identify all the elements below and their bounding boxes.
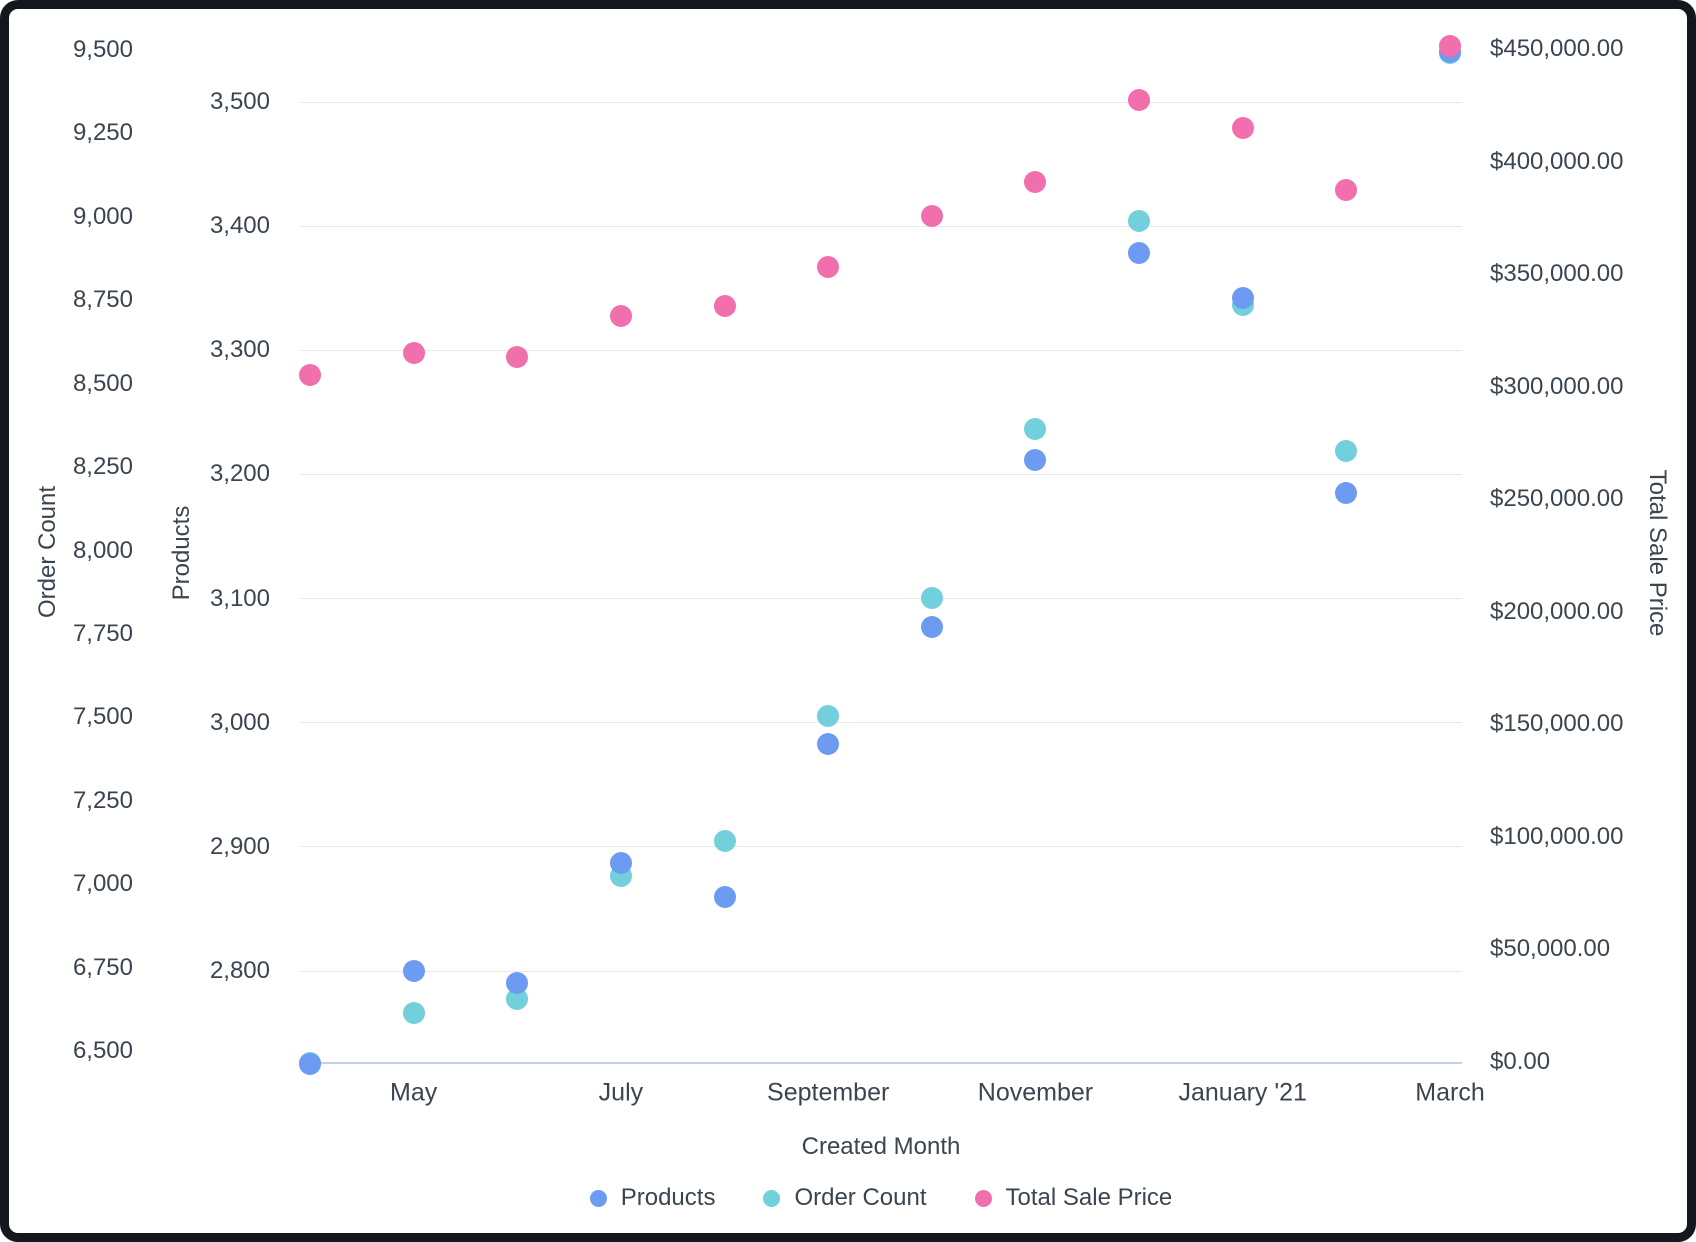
data-point-total-sale-price-february[interactable]: [1335, 178, 1358, 201]
data-point-total-sale-price-november[interactable]: [1024, 170, 1047, 193]
x-axis-title: Created Month: [801, 1133, 961, 1160]
y-tick-total-sale-price: $100,000.00: [1490, 822, 1624, 850]
data-point-order-count-may[interactable]: [402, 1002, 425, 1025]
y-tick-products: 3,300: [209, 336, 270, 364]
y-tick-total-sale-price: $150,000.00: [1490, 710, 1624, 738]
gridline: [300, 349, 1462, 351]
y-tick-total-sale-price: $250,000.00: [1490, 485, 1624, 513]
data-point-total-sale-price-may[interactable]: [402, 341, 425, 364]
data-point-order-count-february[interactable]: [1335, 440, 1358, 463]
data-point-products-april[interactable]: [299, 1053, 321, 1076]
y-tick-products: 2,900: [209, 832, 270, 860]
y-tick-total-sale-price: $200,000.00: [1490, 597, 1624, 625]
data-point-order-count-august[interactable]: [713, 829, 736, 852]
y-tick-order-count: 7,750: [72, 619, 133, 647]
data-point-total-sale-price-august[interactable]: [713, 294, 736, 317]
y-tick-order-count: 7,500: [72, 703, 133, 731]
y-tick-total-sale-price: $0.00: [1490, 1048, 1551, 1075]
y-tick-total-sale-price: $400,000.00: [1490, 147, 1624, 175]
y-tick-products: 3,000: [209, 708, 270, 736]
y-tick-products: 3,500: [209, 88, 270, 115]
y-tick-total-sale-price: $300,000.00: [1490, 372, 1624, 400]
data-point-total-sale-price-december[interactable]: [1128, 88, 1151, 111]
y-tick-order-count: 8,000: [72, 536, 133, 564]
gridline: [300, 722, 1462, 724]
data-point-total-sale-price-october[interactable]: [920, 204, 943, 227]
y-tick-order-count: 9,250: [72, 119, 133, 147]
legend-label-order-count: Order Count: [794, 1184, 927, 1211]
y-tick-products: 3,200: [209, 460, 270, 488]
y-tick-order-count: 9,500: [72, 36, 133, 63]
data-point-order-count-october[interactable]: [920, 587, 943, 610]
gridline: [300, 225, 1462, 227]
data-point-total-sale-price-july[interactable]: [609, 304, 632, 327]
gridline: [300, 473, 1462, 475]
x-tick-july: July: [598, 1078, 644, 1107]
y-tick-order-count: 7,250: [72, 786, 133, 814]
x-axis-line: [300, 1062, 1462, 1064]
y-tick-order-count: 6,500: [72, 1037, 133, 1064]
data-point-products-may[interactable]: [402, 960, 425, 982]
data-point-total-sale-price-june[interactable]: [506, 346, 529, 369]
y-tick-products: 2,800: [209, 957, 270, 984]
gridline: [300, 598, 1462, 600]
x-tick-january-21: January '21: [1178, 1078, 1307, 1107]
legend-item-order-count[interactable]: Order Count: [763, 1184, 927, 1212]
data-point-total-sale-price-april[interactable]: [299, 364, 321, 387]
y-tick-products: 3,100: [209, 584, 270, 612]
legend-item-products[interactable]: Products: [589, 1184, 716, 1212]
y-tick-total-sale-price: $450,000.00: [1490, 35, 1624, 62]
x-tick-september: September: [767, 1078, 890, 1107]
y-tick-total-sale-price: $350,000.00: [1490, 260, 1624, 288]
data-point-order-count-december[interactable]: [1128, 210, 1151, 233]
y-tick-order-count: 6,750: [72, 953, 133, 981]
x-tick-march: March: [1415, 1078, 1485, 1107]
data-point-products-november[interactable]: [1024, 448, 1047, 471]
legend-item-total-sale-price[interactable]: Total Sale Price: [974, 1184, 1173, 1212]
y-tick-products: 3,400: [209, 212, 270, 240]
y-tick-order-count: 8,250: [72, 453, 133, 481]
x-tick-may: May: [390, 1078, 438, 1107]
data-point-order-count-june[interactable]: [506, 988, 529, 1011]
data-point-total-sale-price-september[interactable]: [817, 256, 840, 279]
legend-dot-total-sale-price: [974, 1189, 992, 1207]
legend-dot-products: [589, 1189, 607, 1207]
legend-dot-order-count: [763, 1189, 781, 1207]
data-point-products-february[interactable]: [1335, 482, 1358, 505]
data-point-products-september[interactable]: [817, 732, 840, 755]
data-point-products-october[interactable]: [920, 616, 943, 639]
data-point-order-count-september[interactable]: [817, 704, 840, 727]
gridline: [300, 970, 1462, 972]
data-point-total-sale-price-january-21[interactable]: [1231, 116, 1254, 139]
data-point-order-count-november[interactable]: [1024, 418, 1047, 441]
data-point-products-december[interactable]: [1128, 242, 1151, 265]
legend-label-total-sale-price: Total Sale Price: [1005, 1184, 1173, 1211]
data-point-products-january-21[interactable]: [1231, 287, 1254, 310]
data-point-total-sale-price-march[interactable]: [1439, 34, 1461, 57]
data-point-products-august[interactable]: [713, 885, 736, 908]
data-point-products-june[interactable]: [506, 972, 529, 995]
y-tick-order-count: 7,000: [72, 870, 133, 898]
x-tick-november: November: [977, 1078, 1094, 1107]
y-tick-order-count: 8,750: [72, 286, 133, 314]
gridline: [300, 846, 1462, 848]
data-point-products-july[interactable]: [609, 851, 632, 874]
y-tick-total-sale-price: $50,000.00: [1490, 935, 1611, 963]
legend: Products Order Count Total Sale Price: [300, 1178, 1462, 1218]
y-tick-order-count: 8,500: [72, 369, 133, 397]
gridline: [300, 101, 1462, 103]
legend-label-products: Products: [620, 1184, 716, 1211]
y-tick-order-count: 9,000: [72, 202, 133, 230]
